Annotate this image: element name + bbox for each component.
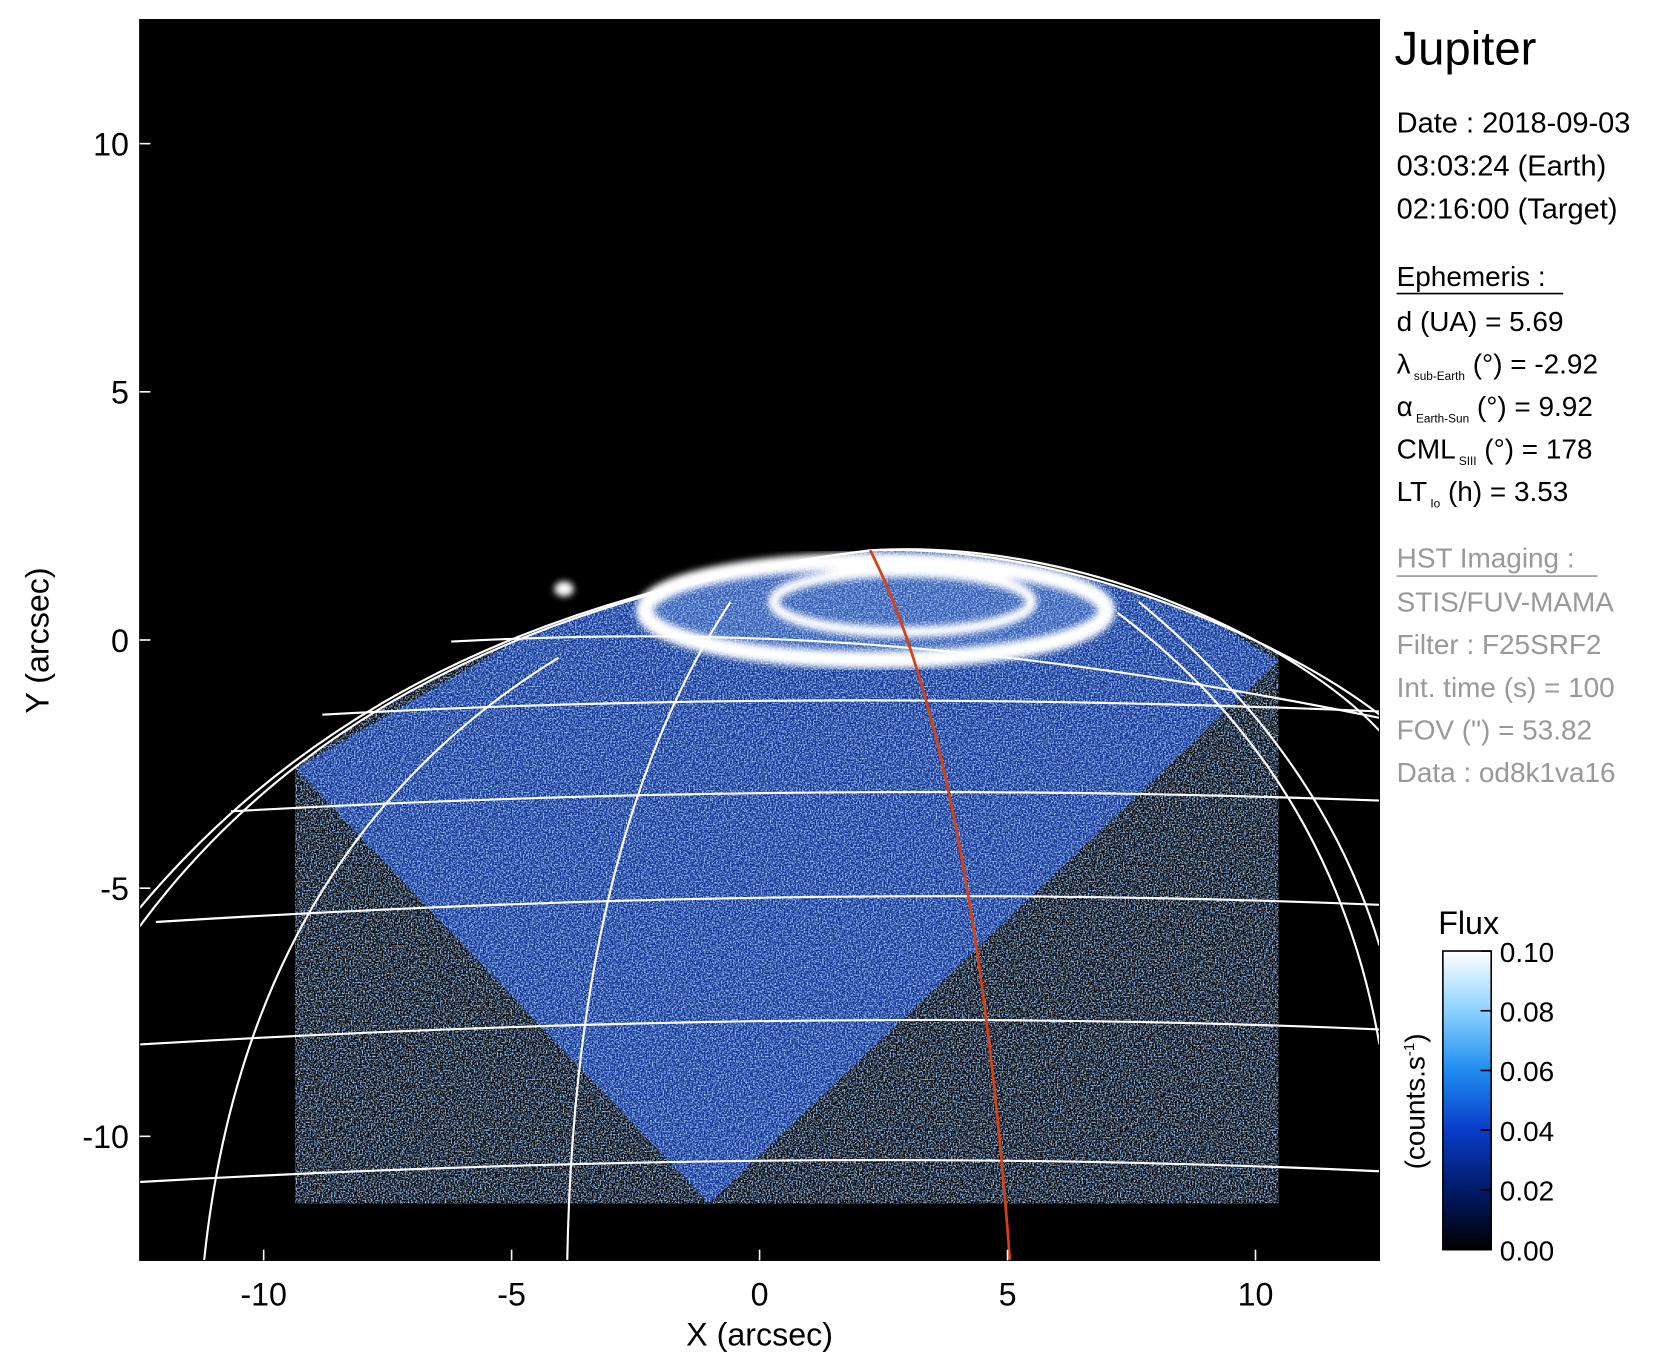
colorbar-tick-label: 0.04: [1500, 1116, 1554, 1147]
colorbar-tick-label: 0.08: [1500, 996, 1554, 1027]
limb-2: [139, 548, 1380, 909]
ephemeris-heading: Ephemeris :: [1397, 261, 1546, 292]
x-tick-label: 0: [751, 1277, 769, 1313]
instrument-line: STIS/FUV-MAMA: [1397, 587, 1615, 618]
colorbar-label-end: ): [1400, 1033, 1431, 1042]
longitude: [203, 656, 560, 1261]
aurora-inner: [768, 566, 1037, 638]
date-line: 03:03:24 (Earth): [1397, 150, 1607, 182]
instrument-line: FOV (") = 53.82: [1397, 714, 1592, 745]
y-tick-label: -10: [82, 1119, 129, 1155]
aurora: [554, 552, 1116, 669]
colorbar: [1442, 950, 1493, 1251]
chart-title: Jupiter: [1395, 23, 1537, 76]
latitude: [230, 790, 1380, 813]
colorbar-title: Flux: [1438, 905, 1499, 941]
ephemeris-main: LT: [1397, 476, 1428, 507]
ephemeris-rest: (h) = 3.53: [1440, 476, 1568, 507]
instrument-line: Int. time (s) = 100: [1397, 672, 1615, 703]
x-tick-label: 10: [1238, 1277, 1274, 1313]
y-tick-label: 0: [111, 623, 129, 659]
ephemeris-sub: Io: [1430, 496, 1440, 510]
latitude: [322, 699, 1380, 716]
ephemeris-line: λ sub-Earth (°) = -2.92: [1397, 349, 1598, 383]
date-line: Date : 2018-09-03: [1397, 107, 1631, 139]
latitude: [155, 895, 1380, 924]
date-line: 02:16:00 (Target): [1397, 193, 1618, 225]
colorbar-tick-label: 0.10: [1500, 937, 1554, 968]
y-tick-label: 10: [93, 126, 129, 162]
ephemeris-main: λ: [1397, 349, 1411, 380]
colorbar-tick-label: 0.00: [1500, 1235, 1554, 1266]
ephemeris-main: α: [1397, 391, 1413, 422]
latitude: [139, 1018, 1380, 1046]
y-tick-label: -5: [100, 871, 129, 907]
colorbar-tick-label: 0.02: [1500, 1176, 1554, 1207]
planet-grid: [139, 548, 1380, 1261]
ephemeris-line: d (UA) = 5.69: [1397, 306, 1564, 337]
central-meridian: [869, 549, 1012, 1261]
io-footprint: [554, 581, 574, 597]
longitude: [1138, 601, 1380, 946]
ephemeris-sub: Earth-Sun: [1416, 411, 1469, 425]
longitude: [1116, 611, 1380, 1045]
colorbar-label: (counts.s-1): [1400, 1033, 1431, 1169]
image-panel: [139, 19, 1380, 1261]
x-tick-label: -10: [240, 1277, 287, 1313]
ephemeris-line: α Earth-Sun (°) = 9.92: [1397, 391, 1593, 425]
x-tick-label: 5: [999, 1277, 1017, 1313]
ephemeris-rest: (°) = 178: [1477, 433, 1593, 464]
colorbar-label-text: (counts.s: [1400, 1056, 1431, 1169]
ephemeris-main: CML: [1397, 433, 1456, 464]
ephemeris-line: CML SIII (°) = 178: [1397, 433, 1593, 467]
colorbar-label-sup: -1: [1401, 1043, 1418, 1056]
ephemeris-rest: (°) = -2.92: [1465, 349, 1598, 380]
instrument-line: Filter : F25SRF2: [1397, 629, 1602, 660]
fov-noise: [295, 549, 1279, 1204]
x-axis-label: X (arcsec): [686, 1316, 833, 1352]
instrument-heading: HST Imaging :: [1397, 542, 1575, 573]
longitude: [566, 601, 732, 1261]
ephemeris-sub: sub-Earth: [1414, 369, 1465, 383]
x-tick-label: -5: [497, 1277, 526, 1313]
ephemeris-sub: SIII: [1459, 454, 1477, 468]
y-tick-label: 5: [111, 375, 129, 411]
y-axis-label: Y (arcsec): [19, 567, 55, 713]
ephemeris-main: d (UA) = 5.69: [1397, 306, 1564, 337]
latitude: [139, 1158, 1380, 1184]
emission: [295, 549, 1279, 1204]
ephemeris-rest: (°) = 9.92: [1469, 391, 1593, 422]
colorbar-tick-label: 0.06: [1500, 1056, 1554, 1087]
ephemeris-line: LT Io (h) = 3.53: [1397, 476, 1569, 510]
instrument-line: Data : od8k1va16: [1397, 757, 1616, 788]
latitude: [451, 635, 1380, 719]
